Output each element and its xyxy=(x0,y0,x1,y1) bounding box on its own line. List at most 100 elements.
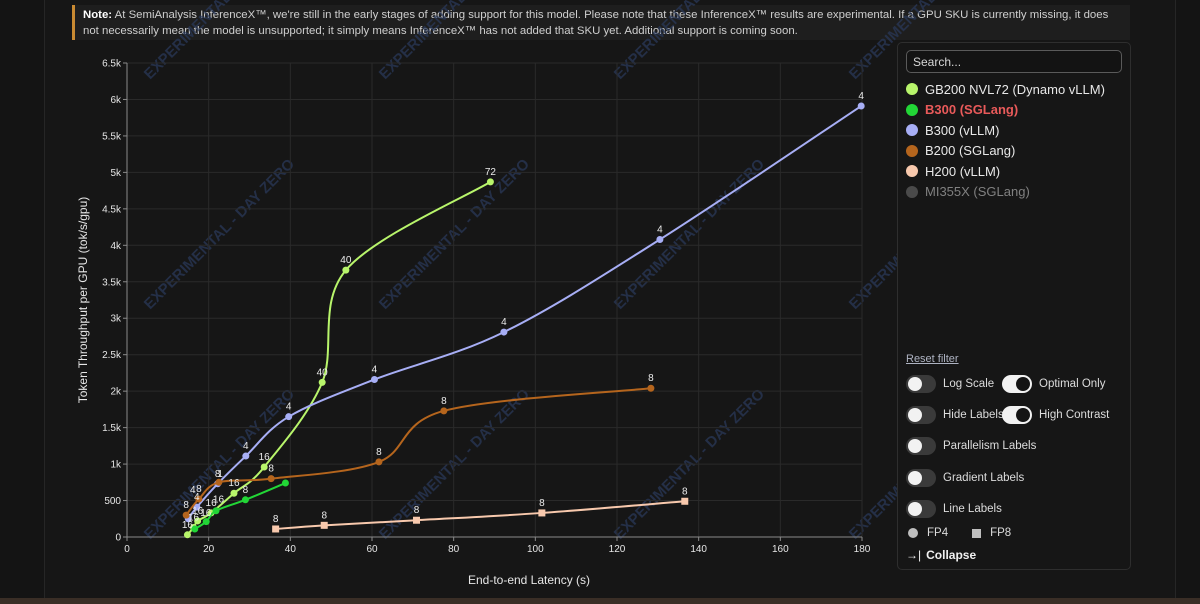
data-point-label: 4 xyxy=(372,364,378,375)
y-tick-label: 3.5k xyxy=(102,277,122,288)
data-point-label: 16 xyxy=(228,478,240,489)
data-point-label: 4 xyxy=(243,441,249,452)
x-tick-label: 80 xyxy=(448,544,460,555)
hide-labels-label: Hide Labels xyxy=(943,409,1004,421)
data-point-marker xyxy=(500,328,508,336)
line-labels-label: Line Labels xyxy=(943,503,1002,515)
optimal-only-toggle[interactable] xyxy=(1002,375,1032,393)
fp4-label: FP4 xyxy=(927,527,949,539)
axis-layer: 0 500 1k 1.5k 2k 2.5k 3k 3.5k 4k 4.5k 5k 5.5k 6k 6.5k… xyxy=(102,59,871,556)
legend-dot-icon xyxy=(906,144,918,157)
data-point-marker xyxy=(194,517,202,525)
data-point-marker xyxy=(215,478,223,486)
x-tick-label: 20 xyxy=(203,544,215,555)
hide-labels-toggle[interactable] xyxy=(906,406,936,424)
legend-item[interactable]: B300 (SGLang) xyxy=(906,100,1128,121)
data-point-marker xyxy=(440,407,448,415)
y-tick-label: 4.5k xyxy=(102,204,122,215)
data-point-marker xyxy=(212,507,220,515)
collapse-arrow-icon: →| xyxy=(906,548,922,562)
watermark-text: EXPERIMENTAL - DAY ZERO xyxy=(376,0,533,83)
line-labels-toggle[interactable] xyxy=(906,500,936,518)
data-point-marker xyxy=(193,503,201,511)
data-point-marker xyxy=(342,266,350,274)
data-point-marker xyxy=(260,463,268,471)
data-point-label: 1 xyxy=(217,469,223,480)
data-point-label: 8 xyxy=(273,514,279,525)
data-point-marker xyxy=(195,495,203,503)
data-point-marker xyxy=(267,475,275,483)
legend-label: B300 (vLLM) xyxy=(925,122,1000,138)
data-point-label: 16 xyxy=(188,513,200,524)
high-contrast-toggle[interactable] xyxy=(1002,406,1032,424)
data-point-label: 16 xyxy=(206,498,218,509)
x-axis-label: End-to-end Latency (s) xyxy=(468,573,590,587)
data-point-label: 8 xyxy=(243,485,249,496)
data-point-label: 8 xyxy=(414,505,420,516)
x-tick-label: 160 xyxy=(772,544,789,555)
data-point-marker xyxy=(681,497,689,505)
x-tick-label: 120 xyxy=(609,544,626,555)
search-input[interactable] xyxy=(906,50,1122,73)
x-tick-label: 60 xyxy=(366,544,378,555)
parallelism-labels-toggle[interactable] xyxy=(906,437,936,455)
series-layer xyxy=(182,102,865,539)
legend-item[interactable]: H200 (vLLM) xyxy=(906,161,1128,182)
data-point-label: 16 xyxy=(192,506,204,517)
y-tick-label: 6.5k xyxy=(102,59,122,70)
data-point-marker xyxy=(281,479,289,487)
data-point-label: 40 xyxy=(317,367,329,378)
legend-item[interactable]: GB200 NVL72 (Dynamo vLLM) xyxy=(906,79,1128,100)
data-point-marker xyxy=(375,458,383,466)
precision-marker-key: FP4 FP8 xyxy=(908,527,1011,539)
data-point-label: 4 xyxy=(657,224,663,235)
log-scale-row: Log Scale xyxy=(906,375,994,393)
collapse-button[interactable]: →| Collapse xyxy=(906,548,976,562)
data-point-label: 8 xyxy=(183,500,189,511)
y-tick-label: 5.5k xyxy=(102,131,122,142)
data-point-label: 4 xyxy=(858,91,864,102)
gradient-labels-label: Gradient Labels xyxy=(943,472,1025,484)
watermark-text: EXPERIMENTAL - DAY ZERO xyxy=(376,155,533,312)
y-tick-label: 5k xyxy=(110,168,122,179)
data-point-marker xyxy=(318,378,326,386)
reset-filter-link[interactable]: Reset filter xyxy=(906,353,959,365)
collapse-label: Collapse xyxy=(926,548,977,562)
experimental-note: Note: At SemiAnalysis InferenceX™, we're… xyxy=(72,5,1130,40)
watermark-layer: EXPERIMENTAL - DAY ZERO EXPERIMENTAL - DA… xyxy=(141,0,1003,543)
legend-label: B300 (SGLang) xyxy=(925,102,1019,118)
data-point-marker xyxy=(656,235,664,243)
data-point-label: 8 xyxy=(441,396,447,407)
data-point-marker xyxy=(230,489,238,497)
data-point-label: 8 xyxy=(682,486,688,497)
y-tick-label: 4k xyxy=(110,241,122,252)
x-tick-label: 180 xyxy=(854,544,871,555)
optimal-only-row: Optimal Only xyxy=(1002,375,1105,393)
fp8-square-icon xyxy=(972,528,982,538)
data-point-label: 4 xyxy=(501,317,507,328)
y-tick-label: 6k xyxy=(110,95,122,106)
data-point-label: 8 xyxy=(321,510,327,521)
data-point-marker xyxy=(486,178,494,186)
y-tick-label: 500 xyxy=(104,496,121,507)
parallelism-labels-row: Parallelism Labels xyxy=(906,437,1036,455)
log-scale-toggle[interactable] xyxy=(906,375,936,393)
watermark-text: EXPERIMENTAL - DAY ZERO xyxy=(141,155,298,312)
legend-label: B200 (SGLang) xyxy=(925,143,1016,159)
legend-label: H200 (vLLM) xyxy=(925,163,1001,179)
fp4-circle-icon xyxy=(908,528,918,538)
y-tick-label: 2.5k xyxy=(102,350,122,361)
y-tick-label: 0 xyxy=(115,533,121,544)
x-tick-label: 140 xyxy=(690,544,707,555)
legend-list: GB200 NVL72 (Dynamo vLLM) B300 (SGLang) B3… xyxy=(906,79,1128,202)
legend-item[interactable]: B300 (vLLM) xyxy=(906,120,1128,141)
legend-item[interactable]: MI355X (SGLang) xyxy=(906,182,1128,203)
data-point-marker xyxy=(857,102,865,110)
x-tick-label: 0 xyxy=(124,544,130,555)
legend-item[interactable]: B200 (SGLang) xyxy=(906,141,1128,162)
watermark-text: EXPERIMENTAL - DAY ZERO xyxy=(611,155,768,312)
data-point-label: 16 xyxy=(182,520,194,531)
data-point-label: 8 xyxy=(268,464,274,475)
gradient-labels-toggle[interactable] xyxy=(906,469,936,487)
y-axis-label: Token Throughput per GPU (tok/s/gpu) xyxy=(76,197,90,404)
